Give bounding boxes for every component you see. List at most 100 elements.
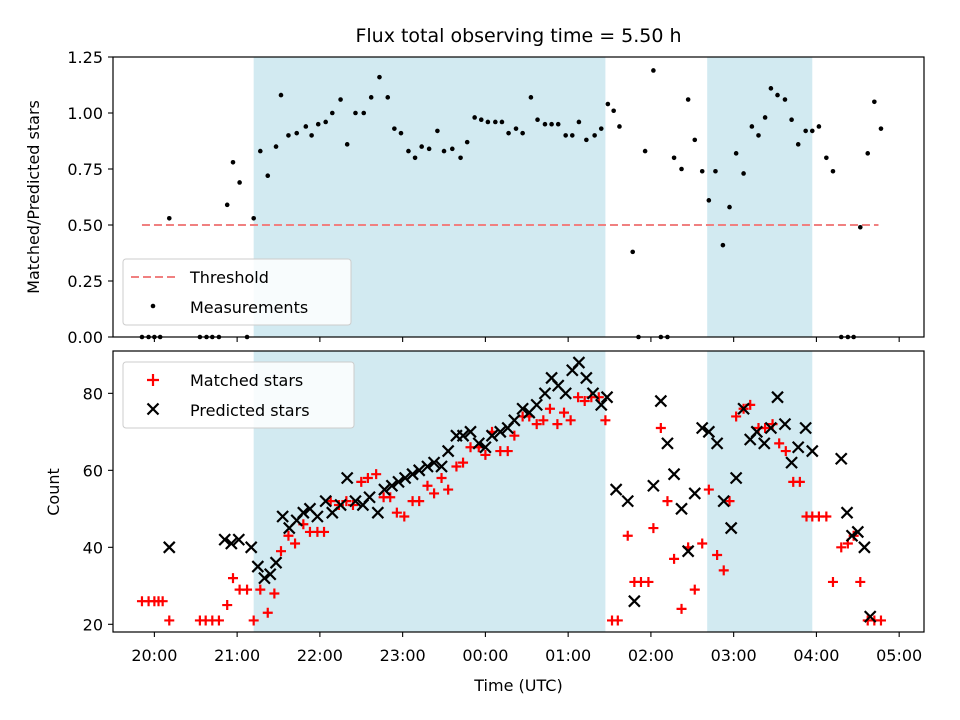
top-y-tick-label: 0.00 (67, 328, 103, 347)
matched-point (697, 538, 708, 549)
matched-point (827, 576, 838, 587)
predicted-point (334, 498, 347, 512)
matched-point (662, 496, 673, 507)
predicted-point (225, 537, 238, 550)
measurement-point (286, 133, 291, 138)
measurement-point (878, 126, 884, 131)
predicted-point (717, 494, 731, 508)
predicted-point (232, 533, 246, 546)
x-tick-label: 23:00 (380, 646, 426, 665)
measurement-point (377, 74, 382, 80)
matched-point (443, 484, 454, 495)
predicted-point (441, 444, 455, 458)
measurement-point (584, 137, 589, 143)
measurement-point (741, 171, 746, 176)
measurement-point (435, 128, 440, 134)
matched-point (333, 499, 344, 510)
measurement-point (485, 119, 491, 125)
measurement-point (824, 155, 829, 161)
measurement-point (789, 117, 794, 123)
predicted-point (319, 494, 332, 508)
matched-point (227, 573, 238, 584)
measurement-point (309, 133, 314, 138)
measurement-point (733, 151, 739, 156)
predicted-point (162, 541, 176, 554)
measurement-point (598, 126, 604, 131)
matched-point (689, 584, 700, 595)
measurement-point (426, 146, 432, 152)
matched-point (573, 392, 584, 403)
matched-point (780, 446, 791, 457)
matched-point (255, 584, 266, 595)
matched-point (458, 457, 469, 468)
measurement-point (392, 126, 397, 131)
measurement-point (679, 166, 684, 172)
matched-point (325, 496, 336, 507)
predicted-point (594, 398, 608, 412)
measurement-point (795, 142, 801, 147)
x-tick-label: 04:00 (793, 646, 839, 665)
measurement-point (472, 115, 477, 120)
predicted-point (667, 467, 681, 481)
matched-point (480, 449, 491, 460)
top-y-tick-label: 0.75 (67, 160, 103, 179)
measurement-point (303, 124, 309, 129)
predicted-point (269, 556, 283, 569)
matched-point (362, 473, 373, 484)
x-tick-label: 01:00 (545, 646, 591, 665)
predicted-point (508, 414, 521, 427)
x-tick-label: 21:00 (214, 646, 260, 665)
bottom-y-tick-label: 80 (83, 384, 103, 403)
predicted-point (799, 421, 812, 435)
top-y-tick-label: 0.50 (67, 216, 103, 235)
legend-predicted-swatch (146, 402, 160, 416)
predicted-point (661, 437, 674, 450)
measurement-point (520, 130, 525, 136)
legend-matched-swatch (147, 374, 159, 386)
matched-point (565, 415, 576, 426)
predicted-point (750, 425, 764, 439)
predicted-point (385, 479, 399, 493)
matched-point (703, 484, 714, 495)
matched-point (399, 511, 410, 522)
measurement-point (406, 148, 411, 154)
measurement-point (506, 130, 511, 136)
measurement-point (671, 155, 677, 161)
matched-point (544, 403, 555, 414)
bottom-y-tick-label: 40 (83, 538, 103, 557)
matched-point (600, 415, 611, 426)
predicted-point (758, 437, 771, 450)
predicted-point (258, 571, 271, 585)
matched-point (436, 473, 447, 484)
measurement-point (865, 151, 871, 156)
matched-point (552, 419, 563, 430)
predicted-point (559, 387, 572, 400)
matched-point (855, 576, 866, 587)
measurement-point (237, 180, 242, 185)
measurement-point (642, 148, 648, 154)
predicted-point (244, 541, 258, 554)
predicted-point (737, 402, 750, 416)
measurement-point (809, 128, 815, 134)
predicted-point (406, 467, 419, 481)
top-y-tick-label: 0.25 (67, 272, 103, 291)
measurement-point (535, 117, 540, 123)
predicted-point (427, 456, 441, 469)
measurement-point (542, 121, 548, 127)
predicted-point (675, 502, 688, 516)
predicted-point (530, 398, 543, 412)
measurement-point (441, 148, 447, 154)
matched-point (538, 415, 549, 426)
top-series-0 (139, 68, 884, 340)
predicted-point (340, 471, 354, 485)
x-tick-label: 03:00 (711, 646, 757, 665)
predicted-point (863, 610, 877, 623)
measurement-point (224, 202, 230, 208)
predicted-point (586, 387, 600, 400)
matched-point (319, 526, 330, 537)
predicted-point (845, 529, 859, 543)
predicted-point (421, 460, 434, 473)
predicted-point (621, 494, 635, 508)
matched-point (821, 511, 832, 522)
matched-point (622, 530, 633, 541)
